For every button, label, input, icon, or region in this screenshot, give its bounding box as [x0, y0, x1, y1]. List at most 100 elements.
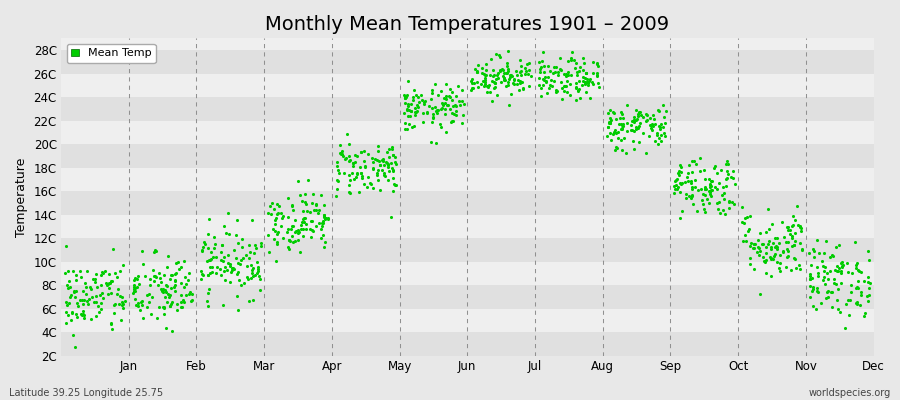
Point	[281, 226, 295, 232]
Point	[703, 192, 717, 199]
Point	[293, 222, 308, 228]
Point	[239, 263, 254, 269]
Point	[547, 69, 562, 75]
Point	[97, 268, 112, 274]
Point	[413, 92, 428, 98]
Point	[436, 101, 450, 107]
Point	[140, 292, 155, 298]
Point	[578, 81, 592, 88]
Point	[644, 122, 658, 128]
Point	[627, 114, 642, 120]
Point	[681, 193, 696, 200]
Point	[510, 80, 525, 87]
Point	[151, 304, 166, 310]
Point	[742, 243, 757, 250]
Point	[382, 146, 396, 152]
Point	[497, 70, 511, 76]
Point	[626, 117, 640, 124]
Point	[400, 78, 415, 84]
Point	[803, 273, 817, 279]
Point	[67, 288, 81, 294]
Point	[389, 161, 403, 167]
Point	[611, 135, 625, 141]
Point	[803, 294, 817, 300]
Point	[126, 283, 140, 290]
Point	[644, 125, 658, 132]
Point	[250, 264, 265, 270]
Point	[632, 123, 646, 129]
Point	[317, 214, 331, 220]
Point	[227, 247, 241, 254]
Point	[144, 311, 158, 318]
Point	[271, 229, 285, 235]
Point	[251, 266, 266, 272]
Point	[827, 267, 842, 274]
Point	[783, 231, 797, 238]
Point	[469, 79, 483, 86]
Point	[796, 246, 810, 253]
Point	[437, 94, 452, 101]
Point	[485, 98, 500, 104]
Point	[490, 72, 504, 79]
Point	[75, 274, 89, 280]
Point	[288, 217, 302, 224]
Point	[775, 218, 789, 225]
Point	[74, 310, 88, 317]
Point	[156, 286, 170, 292]
Point	[217, 254, 231, 260]
Point	[215, 258, 230, 264]
Point	[475, 78, 490, 84]
Point	[147, 273, 161, 279]
Point	[804, 276, 818, 282]
Point	[132, 307, 147, 313]
Point	[629, 126, 643, 132]
Point	[317, 202, 331, 208]
Title: Monthly Mean Temperatures 1901 – 2009: Monthly Mean Temperatures 1901 – 2009	[266, 15, 670, 34]
Point	[576, 78, 590, 84]
Point	[84, 285, 98, 292]
Point	[205, 254, 220, 260]
Point	[314, 235, 328, 241]
Point	[652, 123, 666, 129]
Point	[80, 298, 94, 304]
Point	[304, 200, 319, 206]
Point	[608, 128, 622, 135]
Point	[365, 164, 380, 171]
Point	[520, 70, 535, 77]
Point	[516, 86, 530, 92]
Point	[495, 66, 509, 72]
Point	[752, 230, 767, 236]
Point	[298, 190, 312, 197]
Point	[850, 262, 864, 268]
Point	[377, 162, 392, 168]
Point	[702, 200, 716, 206]
Point	[142, 282, 157, 288]
Point	[102, 284, 116, 291]
Point	[448, 102, 463, 108]
Point	[75, 297, 89, 303]
Point	[134, 302, 148, 308]
Point	[261, 210, 275, 216]
Point	[350, 171, 365, 178]
Point	[520, 60, 535, 67]
Point	[539, 79, 554, 85]
Point	[477, 79, 491, 85]
Point	[318, 213, 332, 219]
Point	[851, 278, 866, 284]
Point	[659, 108, 673, 114]
Point	[60, 268, 75, 274]
Point	[229, 255, 243, 261]
Point	[163, 303, 177, 310]
Point	[425, 87, 439, 94]
Point	[590, 70, 605, 76]
Point	[295, 198, 310, 204]
Point	[151, 270, 166, 276]
Point	[569, 97, 583, 104]
Point	[636, 114, 651, 120]
Point	[275, 234, 290, 241]
Point	[366, 159, 381, 165]
Point	[339, 155, 354, 161]
Point	[611, 129, 625, 136]
Point	[508, 67, 523, 74]
Point	[174, 264, 188, 270]
